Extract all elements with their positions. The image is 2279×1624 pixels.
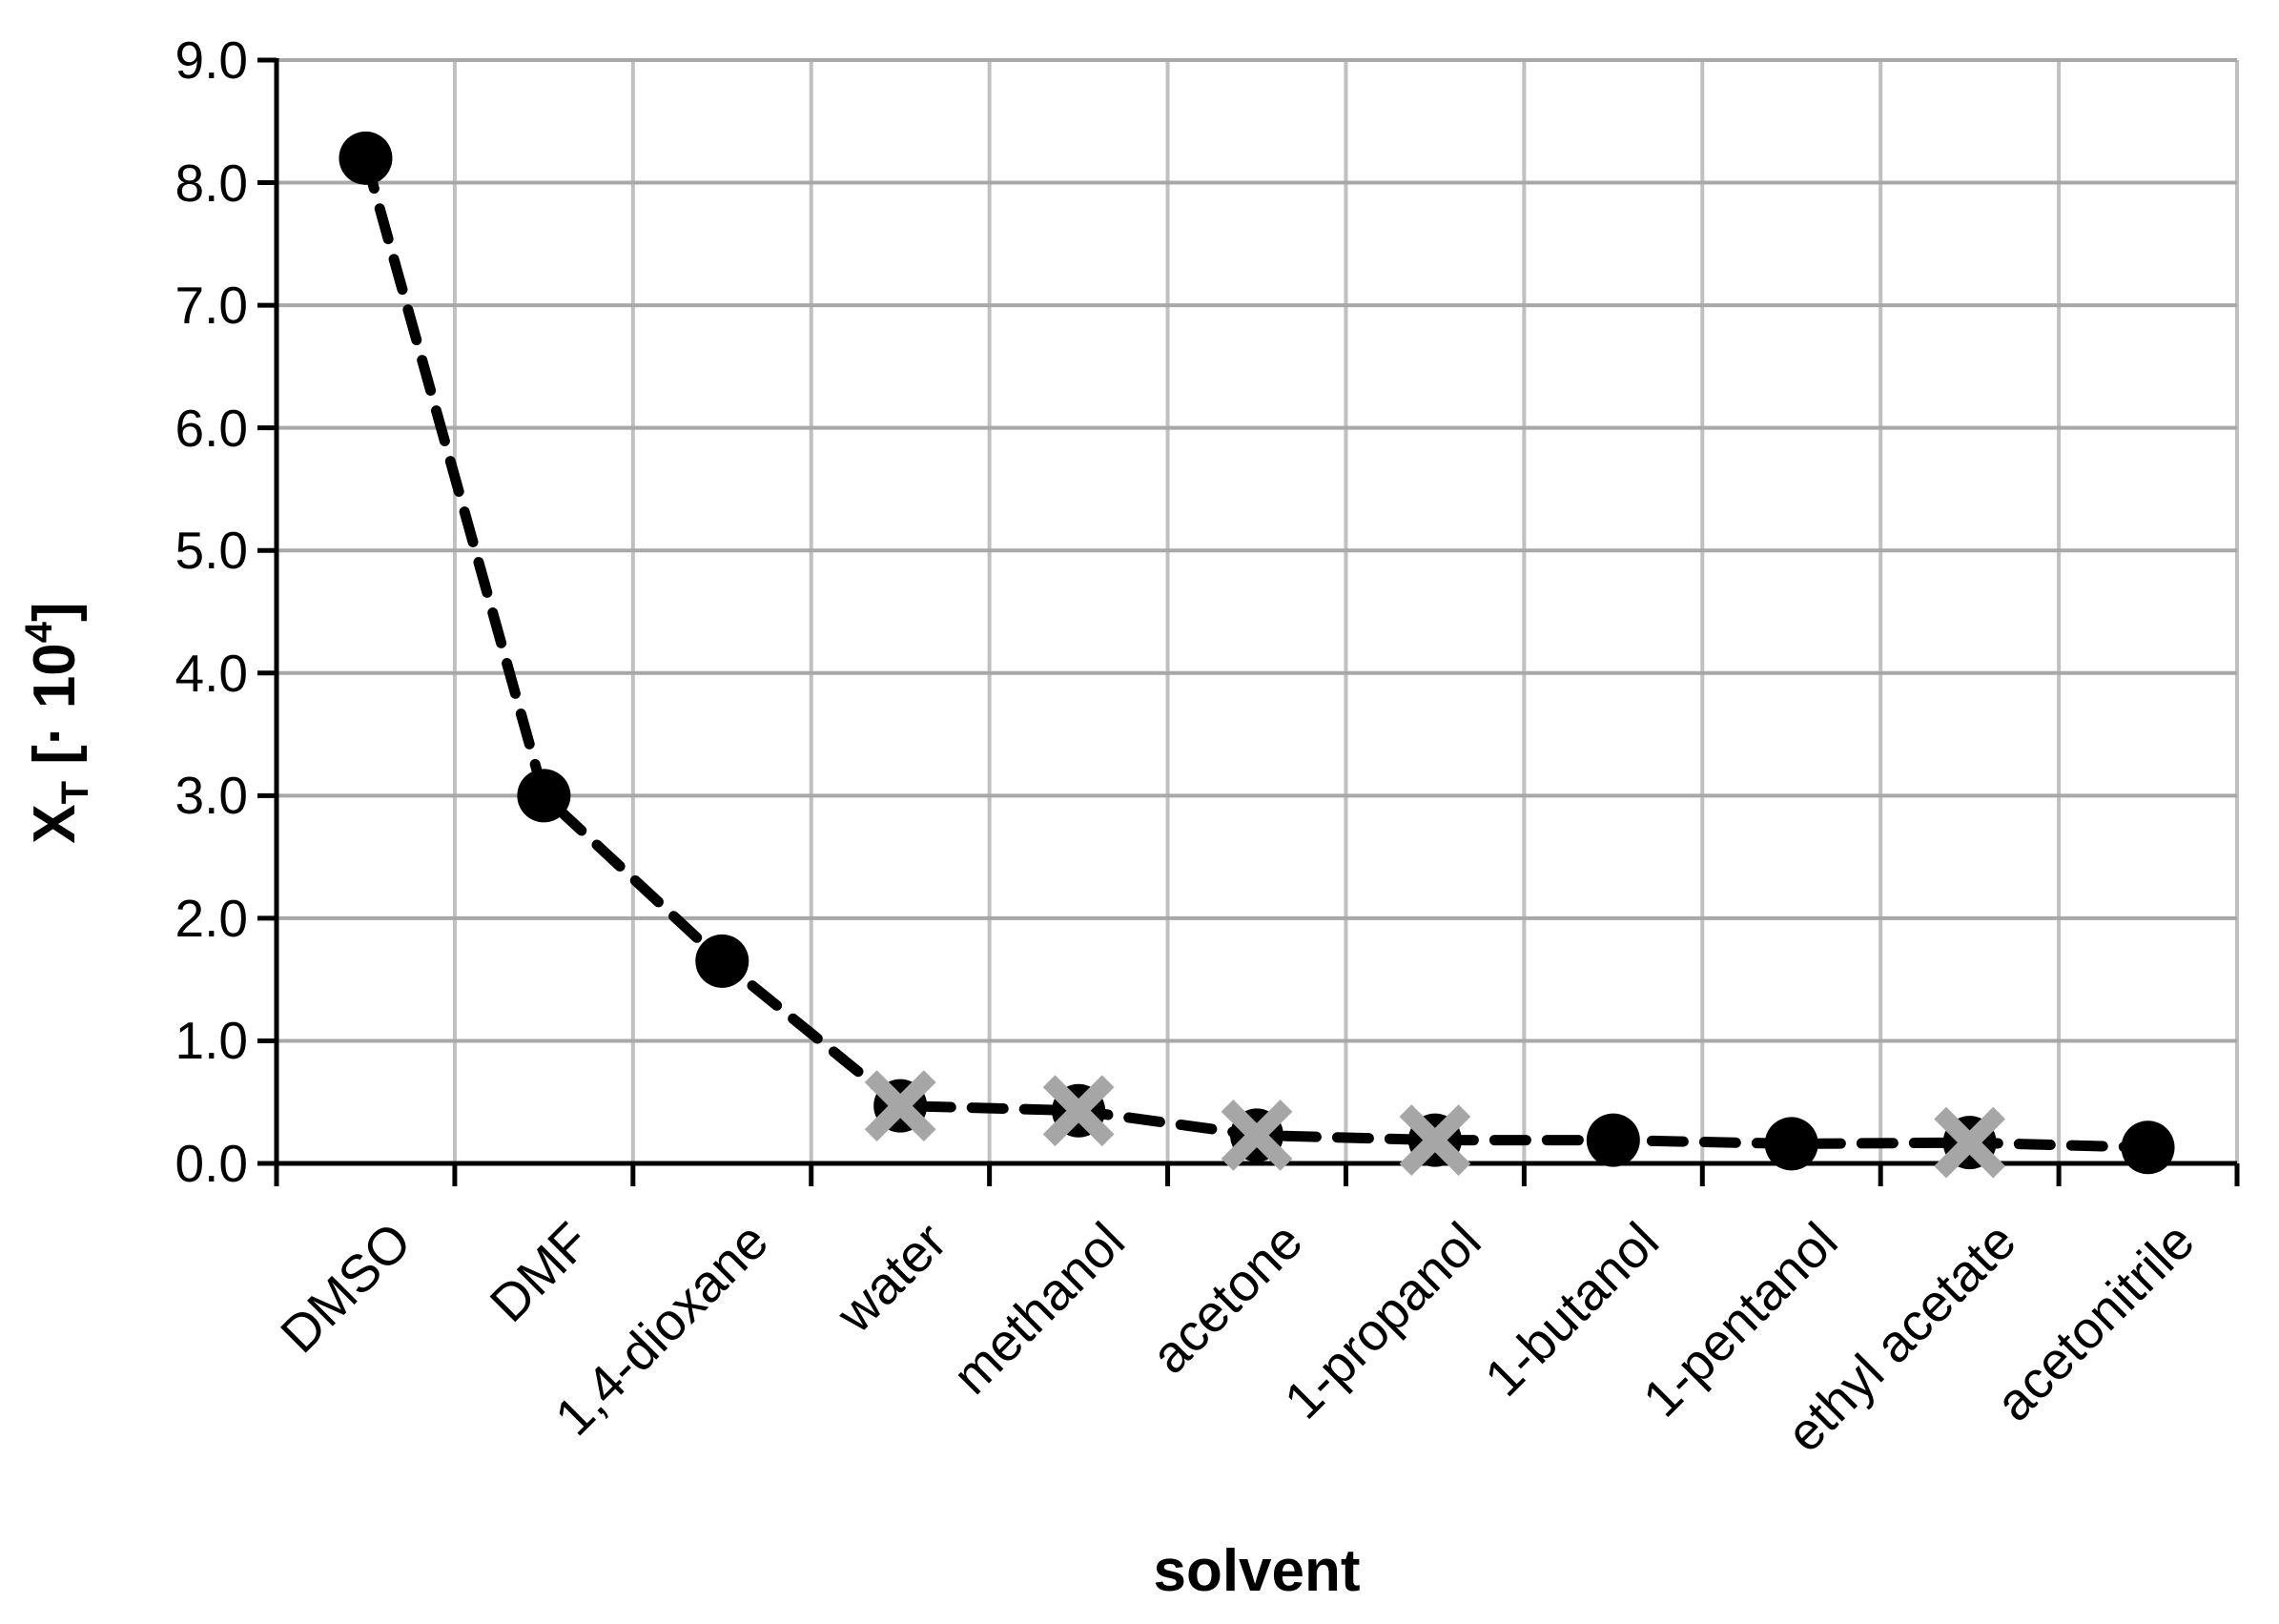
y-tick-label-1.0: 1.0 — [175, 1011, 248, 1071]
data-point-circle-0 — [339, 131, 393, 185]
y-axis-title-subscript: T — [54, 780, 96, 805]
y-tick-label-9.0: 9.0 — [175, 31, 248, 90]
y-axis-title-mid: [· 10 — [22, 643, 88, 781]
y-tick-label-8.0: 8.0 — [175, 153, 248, 213]
data-point-x-marker-6 — [1399, 1104, 1471, 1176]
data-point-circle-7 — [1586, 1113, 1640, 1167]
y-axis-title-superscript: 4 — [18, 621, 60, 644]
y-tick-label-7.0: 7.0 — [175, 276, 248, 336]
y-axis-title: XT [· 104] — [18, 484, 96, 961]
data-point-circle-2 — [695, 934, 749, 988]
y-tick-label-0.0: 0.0 — [175, 1134, 248, 1193]
data-point-circle-1 — [517, 769, 571, 823]
data-point-x-marker-3 — [864, 1070, 936, 1141]
y-tick-label-5.0: 5.0 — [175, 521, 248, 581]
y-tick-label-4.0: 4.0 — [175, 643, 248, 703]
y-axis-title-end: ] — [22, 602, 88, 622]
data-point-x-marker-5 — [1221, 1100, 1293, 1171]
y-tick-label-2.0: 2.0 — [175, 888, 248, 948]
y-tick-label-6.0: 6.0 — [175, 398, 248, 458]
data-point-x-marker-9 — [1934, 1106, 2006, 1179]
data-point-x-marker-4 — [1042, 1075, 1115, 1147]
x-axis-title: solvent — [1153, 1538, 1361, 1604]
y-tick-label-3.0: 3.0 — [175, 766, 248, 826]
data-point-circle-8 — [1764, 1117, 1818, 1171]
y-axis-title-main: X — [22, 804, 88, 844]
data-point-circle-10 — [2121, 1120, 2175, 1175]
